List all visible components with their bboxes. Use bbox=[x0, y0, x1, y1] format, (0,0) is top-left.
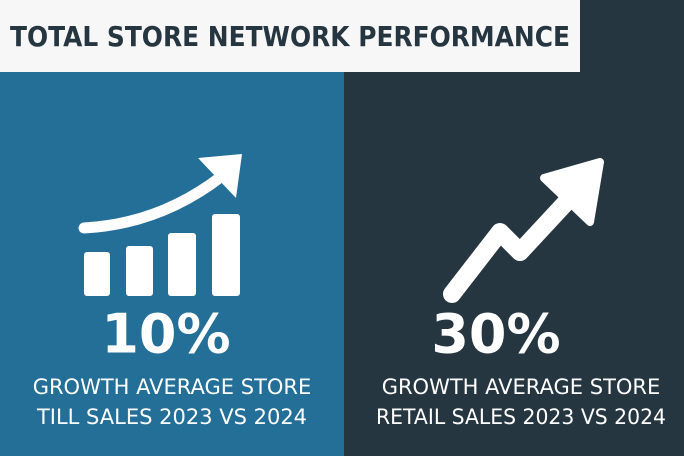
stat-value: 30% bbox=[431, 303, 560, 366]
icon-bar bbox=[84, 252, 110, 296]
icon-arrowhead bbox=[540, 158, 604, 226]
icon-curve bbox=[78, 170, 228, 234]
title: TOTAL STORE NETWORK PERFORMANCE bbox=[10, 20, 570, 53]
caption-line: RETAIL SALES 2023 VS 2024 bbox=[376, 405, 666, 429]
bar-chart-icon bbox=[78, 154, 242, 296]
left-panel bbox=[0, 0, 344, 456]
right-panel bbox=[344, 0, 684, 456]
caption-line: TILL SALES 2023 VS 2024 bbox=[36, 405, 307, 429]
title-box bbox=[0, 0, 580, 72]
icon-bar bbox=[168, 233, 196, 296]
icon-zigzag bbox=[443, 187, 581, 303]
icon-bar bbox=[126, 246, 153, 296]
icon-arrowhead bbox=[198, 154, 242, 198]
icon-bar bbox=[212, 214, 240, 296]
trend-arrow-icon bbox=[443, 158, 604, 303]
caption-line: GROWTH AVERAGE STORE bbox=[382, 375, 661, 399]
stat-value: 10% bbox=[101, 303, 230, 366]
caption-line: GROWTH AVERAGE STORE bbox=[33, 375, 312, 399]
